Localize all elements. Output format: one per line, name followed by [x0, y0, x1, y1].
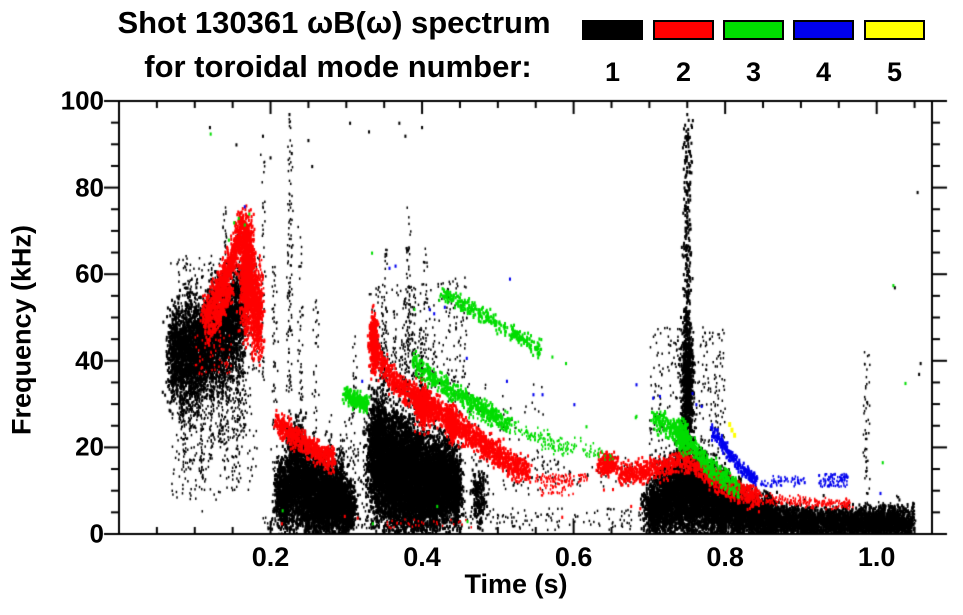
legend-swatch-n5: [864, 20, 925, 40]
legend-swatch-n4: [793, 20, 854, 40]
legend-swatch-n2: [653, 20, 714, 40]
legend-label-n1: 1: [604, 57, 621, 87]
chart-title-line1: Shot 130361 ωB(ω) spectrum: [117, 5, 551, 40]
y-tick-label: 20: [75, 431, 104, 462]
x-tick-label: 0.4: [403, 542, 441, 572]
y-tick-label: 60: [75, 258, 104, 289]
legend-swatch-n3: [723, 20, 784, 40]
y-axis-label: Frequency (kHz): [6, 224, 37, 436]
legend-label-n2: 2: [675, 57, 692, 87]
x-axis-label: Time (s): [464, 569, 568, 599]
x-tick-label: 0.8: [706, 542, 744, 572]
x-tick-label: 0.2: [251, 542, 290, 572]
legend-swatch-n1: [582, 20, 643, 40]
y-tick-label: 80: [75, 172, 104, 203]
x-tick-label: 0.6: [554, 542, 593, 572]
legend-label-n4: 4: [815, 57, 832, 87]
legend-label-n5: 5: [886, 57, 903, 87]
y-tick-label: 0: [89, 518, 104, 549]
x-tick-label: 1.0: [857, 542, 896, 572]
y-tick-label: 100: [60, 85, 104, 116]
legend-label-n3: 3: [745, 57, 762, 87]
y-tick-label: 40: [75, 345, 104, 376]
chart-title-line2: for toroidal mode number:: [144, 49, 532, 84]
